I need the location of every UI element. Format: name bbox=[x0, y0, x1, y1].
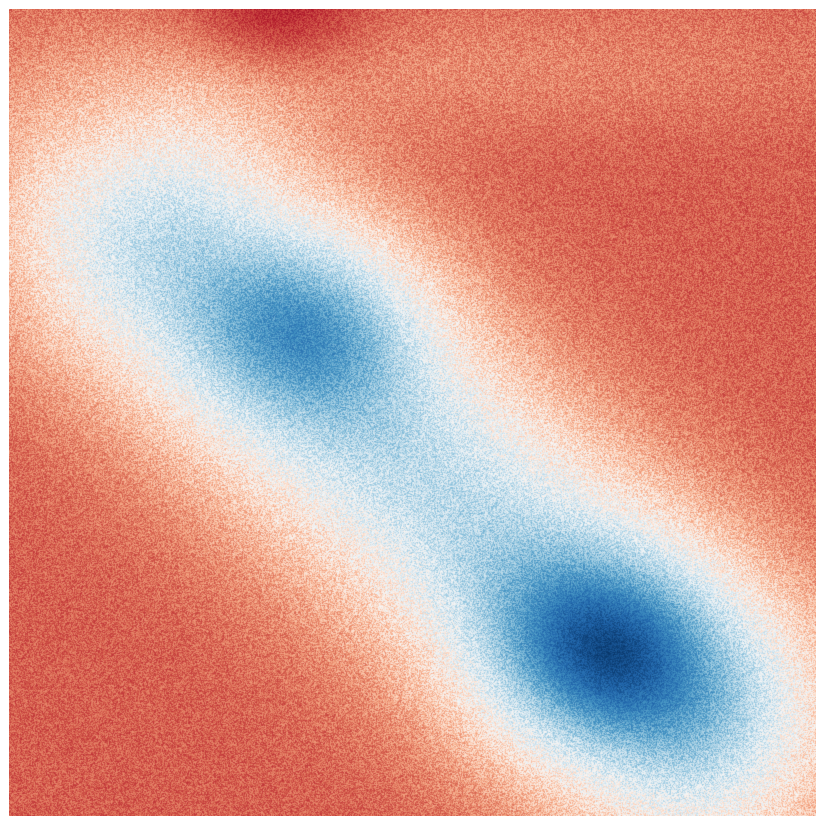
heatmap-image bbox=[9, 9, 816, 816]
heatmap-plot-area bbox=[9, 9, 816, 816]
